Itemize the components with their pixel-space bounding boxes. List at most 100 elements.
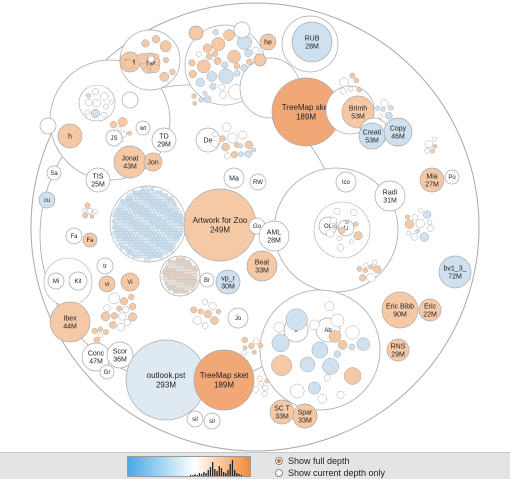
sub-bubble[interactable] — [285, 308, 308, 331]
sub-bubble[interactable] — [197, 308, 204, 315]
sub-bubble[interactable] — [162, 57, 169, 64]
sub-bubble[interactable] — [415, 218, 425, 229]
sub-bubble[interactable] — [415, 228, 420, 234]
bubble-js[interactable] — [105, 129, 123, 147]
sub-bubble[interactable] — [336, 390, 345, 399]
sub-bubble[interactable] — [317, 394, 328, 404]
sub-bubble[interactable] — [257, 342, 264, 349]
sub-bubble[interactable] — [363, 262, 369, 268]
sub-bubble[interactable] — [271, 334, 290, 353]
bubble-ma[interactable] — [223, 167, 245, 189]
sub-bubble[interactable] — [82, 207, 87, 213]
sub-bubble[interactable] — [333, 350, 342, 358]
bubble-tis[interactable] — [85, 167, 111, 193]
bubble-kit[interactable] — [68, 271, 88, 291]
bubble-radi[interactable] — [374, 180, 406, 212]
bubble-td[interactable] — [151, 127, 177, 153]
sub-bubble[interactable] — [123, 59, 134, 70]
sub-bubble[interactable] — [353, 77, 360, 84]
sub-bubble[interactable] — [100, 92, 109, 101]
sub-bubble[interactable] — [188, 59, 196, 67]
sub-bubble[interactable] — [329, 216, 337, 225]
sub-bubble[interactable] — [86, 93, 91, 99]
sub-bubble[interactable] — [227, 49, 241, 64]
sub-bubble[interactable] — [353, 221, 359, 227]
sub-bubble[interactable] — [215, 308, 222, 315]
sub-bubble[interactable] — [271, 355, 293, 376]
sub-bubble[interactable] — [205, 53, 213, 60]
sub-bubble[interactable] — [326, 229, 335, 238]
show-full-depth-option[interactable]: Show full depth — [275, 455, 350, 467]
sub-bubble[interactable] — [224, 152, 231, 160]
bubble-vi2[interactable] — [120, 272, 140, 292]
sub-bubble[interactable] — [141, 39, 150, 48]
sub-bubble[interactable] — [233, 70, 241, 77]
sub-bubble[interactable] — [153, 53, 160, 60]
sub-bubble[interactable] — [264, 378, 270, 384]
bubble-po[interactable] — [444, 169, 460, 185]
full-depth-radio[interactable] — [275, 457, 283, 465]
sub-bubble[interactable] — [432, 144, 438, 149]
sub-bubble[interactable] — [252, 46, 260, 55]
sub-bubble[interactable] — [330, 313, 345, 328]
sub-bubble[interactable] — [116, 305, 123, 312]
sub-bubble[interactable] — [289, 383, 305, 399]
sub-bubble[interactable] — [202, 43, 213, 53]
sub-bubble[interactable] — [169, 68, 176, 76]
sub-bubble[interactable] — [110, 312, 118, 320]
sub-bubble[interactable] — [109, 321, 117, 329]
sub-bubble[interactable] — [406, 230, 411, 236]
sub-bubble[interactable] — [378, 114, 384, 120]
sub-bubble[interactable] — [350, 208, 358, 216]
sub-bubble[interactable] — [117, 126, 123, 131]
sub-bubble[interactable] — [431, 136, 437, 142]
bubble-treemap-bottom[interactable] — [193, 349, 255, 411]
sub-bubble[interactable] — [324, 301, 335, 312]
sub-bubble[interactable] — [206, 71, 218, 82]
sub-bubble[interactable] — [241, 336, 248, 344]
sub-bubble[interactable] — [385, 111, 393, 120]
sub-bubble[interactable] — [423, 210, 432, 219]
sub-bubble[interactable] — [98, 333, 103, 338]
bubble-sa[interactable] — [46, 165, 62, 181]
sub-bubble[interactable] — [103, 103, 109, 110]
sub-bubble[interactable] — [238, 151, 244, 157]
sub-bubble[interactable] — [430, 148, 435, 154]
sub-bubble[interactable] — [323, 374, 331, 382]
bubble-mi[interactable] — [47, 272, 65, 290]
sub-bubble[interactable] — [339, 87, 347, 95]
sub-bubble[interactable] — [91, 327, 98, 335]
sub-bubble[interactable] — [368, 264, 374, 270]
bubble-c2[interactable] — [121, 91, 139, 109]
sub-bubble[interactable] — [84, 109, 90, 116]
sub-bubble[interactable] — [233, 63, 241, 70]
sub-bubble[interactable] — [92, 208, 98, 214]
sub-bubble[interactable] — [103, 304, 111, 312]
sub-bubble[interactable] — [311, 341, 329, 359]
sub-bubble[interactable] — [191, 93, 197, 99]
sub-bubble[interactable] — [419, 232, 429, 242]
sub-bubble[interactable] — [137, 53, 148, 64]
sub-bubble[interactable] — [93, 336, 101, 344]
bubble-aml[interactable] — [258, 220, 290, 252]
sub-bubble[interactable] — [371, 259, 378, 266]
sub-bubble[interactable] — [82, 212, 89, 219]
sub-bubble[interactable] — [238, 143, 244, 149]
sub-bubble[interactable] — [404, 219, 415, 229]
sub-bubble[interactable] — [373, 265, 382, 274]
sub-bubble[interactable] — [348, 343, 356, 351]
sub-bubble[interactable] — [328, 330, 342, 343]
sub-bubble[interactable] — [336, 243, 345, 252]
sub-bubble[interactable] — [256, 375, 263, 382]
sub-bubble[interactable] — [299, 356, 316, 373]
sub-bubble[interactable] — [151, 35, 161, 44]
sub-bubble[interactable] — [353, 231, 363, 241]
sub-bubble[interactable] — [356, 87, 362, 93]
sub-bubble[interactable] — [425, 140, 434, 149]
sub-bubble[interactable] — [332, 224, 337, 229]
sub-bubble[interactable] — [84, 202, 91, 209]
bubble-mia[interactable] — [419, 167, 445, 193]
sub-bubble[interactable] — [244, 140, 254, 149]
sub-bubble[interactable] — [338, 226, 346, 235]
sub-bubble[interactable] — [404, 214, 410, 220]
